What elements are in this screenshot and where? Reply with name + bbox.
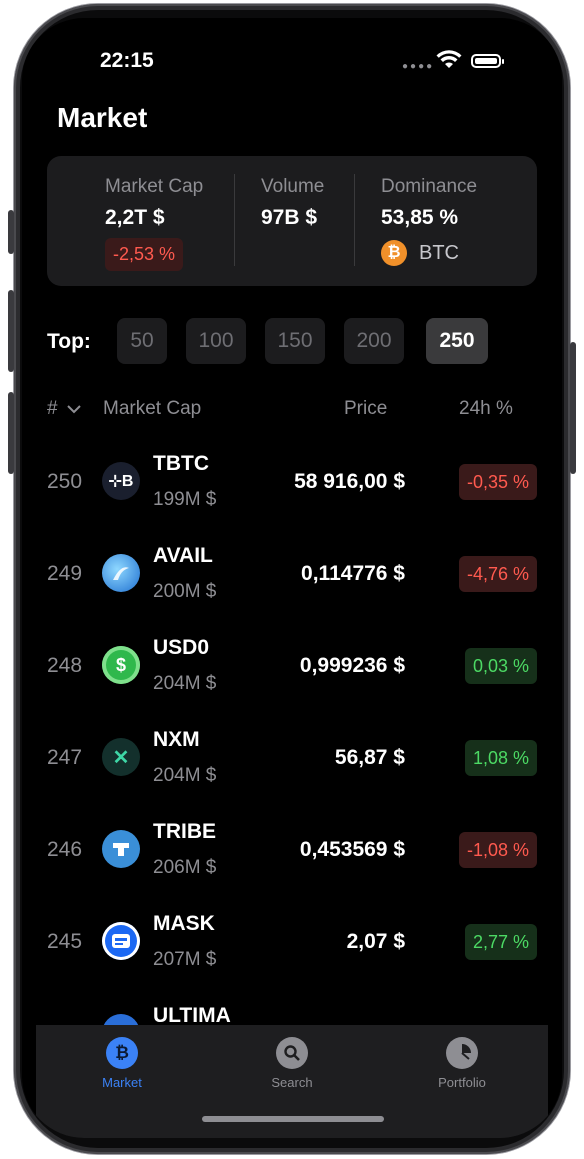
- tab-search[interactable]: Search: [232, 1037, 352, 1090]
- coin-row-tbtc[interactable]: 250 ⊹B TBTC 199M $ 58 916,00 $ -0,35 %: [22, 446, 562, 538]
- top-filter: Top: 50 100 150 200 250: [47, 316, 537, 366]
- tab-market-label: Market: [102, 1075, 142, 1090]
- phone-power-button: [570, 342, 576, 474]
- dominance-coin-label: BTC: [419, 241, 459, 264]
- tribe-icon: [102, 830, 140, 868]
- tab-portfolio[interactable]: Portfolio: [402, 1037, 522, 1090]
- coin-price: 58 916,00 $: [294, 470, 405, 493]
- tab-search-label: Search: [271, 1075, 313, 1090]
- summary-divider: [354, 174, 355, 266]
- summary-volume: Volume 97B $: [261, 176, 324, 230]
- dominance-label: Dominance: [381, 176, 478, 197]
- coin-symbol: TBTC: [153, 452, 209, 475]
- tab-market[interactable]: ₿ Market: [62, 1037, 182, 1090]
- summary-divider: [234, 174, 235, 266]
- coin-change-badge: -0,35 %: [458, 464, 537, 500]
- dominance-value: 53,85 %: [381, 206, 459, 229]
- coin-symbol: TRIBE: [153, 820, 216, 843]
- dominance-coin: ₿ BTC: [381, 240, 477, 266]
- coin-rank: 245: [47, 930, 83, 953]
- phone-volume-down: [8, 392, 14, 474]
- summary-market-cap: Market Cap 2,2T $ -2,53 %: [105, 176, 203, 271]
- page-title: Market: [57, 102, 148, 133]
- coin-row-nxm[interactable]: 247 ✕ NXM 204M $ 56,87 $ 1,08 %: [22, 722, 562, 814]
- top-filter-200-button[interactable]: 200: [344, 318, 404, 364]
- home-indicator[interactable]: [202, 1116, 384, 1122]
- table-header: # Market Cap Price 24h %: [47, 398, 537, 424]
- rank-sort-header[interactable]: #: [47, 398, 81, 420]
- tbtc-icon: ⊹B: [102, 462, 140, 500]
- coin-row-mask[interactable]: 245 MASK 207M $ 2,07 $ 2,77 %: [22, 906, 562, 998]
- battery-icon: [471, 54, 504, 68]
- coin-change-badge: -4,76 %: [458, 556, 537, 592]
- coin-change-badge: 1,08 %: [464, 740, 537, 776]
- coin-market-cap: 207M $: [153, 949, 217, 970]
- coin-symbol: MASK: [153, 912, 215, 935]
- coin-symbol: AVAIL: [153, 544, 213, 567]
- market-cap-value: 2,2T $: [105, 206, 165, 229]
- coin-row-avail[interactable]: 249 AVAIL 200M $ 0,114776 $ -4,76 %: [22, 538, 562, 630]
- coin-row-tribe[interactable]: 246 TRIBE 206M $ 0,453569 $ -1,08 %: [22, 814, 562, 906]
- market-cap-header[interactable]: Market Cap: [103, 398, 202, 419]
- market-cap-label: Market Cap: [105, 176, 204, 197]
- price-header[interactable]: Price: [344, 398, 388, 419]
- signal-dots-icon: ●●●●: [402, 61, 435, 72]
- market-summary-card: Market Cap 2,2T $ -2,53 % Volume 97B $ D…: [47, 156, 537, 286]
- tab-portfolio-label: Portfolio: [438, 1075, 486, 1090]
- coin-change-badge: -1,08 %: [458, 832, 537, 868]
- phone-volume-up: [8, 290, 14, 372]
- coin-symbol: ULTIMA: [153, 1004, 231, 1027]
- change-header[interactable]: 24h %: [459, 398, 513, 419]
- avail-icon: [102, 554, 140, 592]
- app-screen: 22:15 ●●●● Market Market Cap 2,2T $ -2,5…: [22, 18, 562, 1138]
- coin-change-badge: 2,77 %: [464, 924, 537, 960]
- phone-mute-switch: [8, 210, 14, 254]
- wifi-icon: [436, 50, 462, 68]
- top-filter-label: Top:: [47, 330, 91, 353]
- coin-market-cap: 204M $: [153, 673, 217, 694]
- coin-rank: 247: [47, 746, 83, 769]
- top-filter-100-button[interactable]: 100: [186, 318, 246, 364]
- coin-price: 2,07 $: [346, 930, 405, 953]
- search-icon: [276, 1037, 308, 1069]
- coin-price: 0,453569 $: [299, 838, 405, 861]
- rank-header-label: #: [47, 398, 58, 419]
- coin-price: 0,114776 $: [301, 562, 405, 585]
- volume-label: Volume: [261, 176, 325, 197]
- coin-market-cap: 200M $: [153, 581, 217, 602]
- top-filter-250-button[interactable]: 250: [426, 318, 488, 364]
- pie-chart-icon: [446, 1037, 478, 1069]
- volume-value: 97B $: [261, 206, 318, 229]
- coin-price: 0,999236 $: [299, 654, 405, 677]
- coin-change-badge: 0,03 %: [464, 648, 537, 684]
- summary-dominance: Dominance 53,85 % ₿ BTC: [381, 176, 477, 266]
- status-time: 22:15: [100, 49, 154, 72]
- coin-rank: 248: [47, 654, 83, 677]
- coin-symbol: NXM: [153, 728, 200, 751]
- coin-market-cap: 206M $: [153, 857, 217, 878]
- bitcoin-icon: ₿: [381, 240, 407, 266]
- nxm-icon: ✕: [102, 738, 140, 776]
- coin-market-cap: 204M $: [153, 765, 217, 786]
- usd0-icon: $: [102, 646, 140, 684]
- status-bar: 22:15 ●●●●: [22, 18, 562, 98]
- coin-market-cap: 199M $: [153, 489, 217, 510]
- top-filter-150-button[interactable]: 150: [265, 318, 325, 364]
- coin-rank: 246: [47, 838, 83, 861]
- market-cap-change-badge: -2,53 %: [105, 238, 184, 271]
- coin-row-usd0[interactable]: 248 $ USD0 204M $ 0,999236 $ 0,03 %: [22, 630, 562, 722]
- bitcoin-icon: ₿: [106, 1037, 138, 1069]
- coin-rank: 249: [47, 562, 83, 585]
- chevron-down-icon: [67, 405, 81, 414]
- mask-icon: [102, 922, 140, 960]
- top-filter-50-button[interactable]: 50: [117, 318, 167, 364]
- coin-symbol: USD0: [153, 636, 210, 659]
- coin-rank: 250: [47, 470, 83, 493]
- coin-price: 56,87 $: [334, 746, 405, 769]
